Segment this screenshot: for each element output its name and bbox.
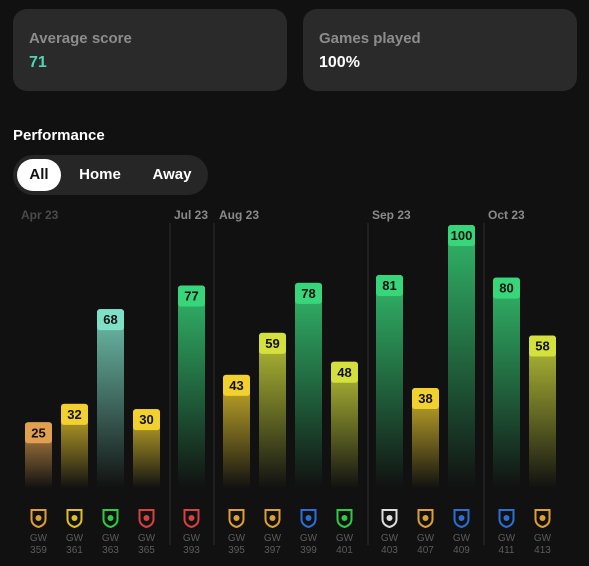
gameweek-label: GW [138,533,156,544]
gameweek-label: GW [300,533,318,544]
gameweek-number: 411 [499,545,515,556]
club-g-logo-icon [453,509,470,529]
month-label: Jul 23 [174,208,208,222]
month-label: Apr 23 [21,208,59,222]
gameweek-label: GW [417,533,435,544]
club-shield-icon [66,509,83,529]
performance-bar[interactable] [61,403,88,488]
performance-filter: All Home Away [13,155,208,195]
score-pill [529,335,556,357]
club-crest-icon [264,509,281,529]
score-label: 48 [337,365,351,380]
gameweek-number: 393 [183,545,200,556]
score-label: 58 [535,338,549,353]
gameweek-number: 361 [66,545,83,556]
score-label: 38 [418,391,432,406]
gameweek-label: GW [336,533,354,544]
gameweek-number: 397 [264,545,281,556]
gameweek-label: GW [264,533,282,544]
gameweek-number: 399 [300,545,317,556]
gameweek-label: GW [66,533,84,544]
club-round-logo-icon [498,509,515,529]
club-round-logo-icon [300,509,317,529]
club-badge-icon [138,509,155,529]
score-pill [448,225,475,246]
club-striped-icon [381,509,398,529]
score-label: 68 [103,312,117,327]
score-label: 77 [184,288,198,303]
games-played-card: Games played 100% [303,9,577,91]
club-crest-icon [534,509,551,529]
gameweek-number: 365 [138,545,155,556]
score-pill [133,409,160,431]
score-pill [295,282,322,304]
score-pill [493,277,520,299]
score-pill [331,361,358,383]
filter-all-button[interactable]: All [17,159,61,191]
performance-bar[interactable] [178,285,205,488]
average-score-label: Average score [29,30,132,47]
average-score-card: Average score 71 [13,9,287,91]
score-pill [223,374,250,396]
performance-bar[interactable] [529,335,556,488]
score-pill [25,422,52,444]
score-pill [412,388,439,410]
score-pill [178,285,205,307]
club-crest-icon [30,509,47,529]
gameweek-number: 363 [102,545,119,556]
score-pill [259,332,286,354]
performance-bar[interactable] [412,388,439,488]
month-label: Oct 23 [488,208,525,222]
gameweek-label: GW [498,533,516,544]
score-label: 80 [499,281,513,296]
gameweek-number: 413 [534,545,551,556]
performance-chart: Apr 23 Jul 23 Aug 23 Sep 23 Oct 2325GW35932G… [21,208,556,556]
gameweek-number: 407 [417,545,434,556]
score-label: 25 [31,425,45,440]
score-pill [61,403,88,425]
gameweek-label: GW [453,533,471,544]
gameweek-label: GW [381,533,399,544]
club-badge-icon [183,509,200,529]
performance-bar[interactable] [97,309,124,488]
games-played-label: Games played [319,30,421,47]
score-label: 78 [301,286,315,301]
month-label: Aug 23 [219,208,259,222]
gameweek-number: 409 [453,545,470,556]
performance-bar[interactable] [448,225,475,488]
performance-bar[interactable] [376,274,403,488]
performance-bar[interactable] [259,332,286,488]
month-label: Sep 23 [372,208,411,222]
performance-bar[interactable] [223,374,250,488]
gameweek-label: GW [183,533,201,544]
score-label: 43 [229,378,243,393]
filter-home-button[interactable]: Home [79,166,121,183]
games-played-value: 100% [319,54,360,71]
gameweek-label: GW [30,533,48,544]
performance-bar[interactable] [295,282,322,488]
performance-bar[interactable] [331,361,358,488]
score-pill [97,309,124,331]
gameweek-number: 359 [30,545,47,556]
score-label: 100 [451,228,473,243]
score-label: 30 [139,412,153,427]
performance-title: Performance [13,127,105,144]
score-pill [376,274,403,296]
score-label: 81 [382,278,396,293]
club-crest-icon [417,509,434,529]
score-label: 32 [67,407,81,422]
gameweek-number: 403 [381,545,398,556]
gameweek-label: GW [534,533,552,544]
average-score-value: 71 [29,54,47,71]
club-crest-icon [228,509,245,529]
filter-away-button[interactable]: Away [152,166,192,183]
score-label: 59 [265,336,279,351]
performance-bar[interactable] [493,277,520,488]
gameweek-number: 395 [228,545,245,556]
gameweek-label: GW [102,533,120,544]
gameweek-number: 401 [336,545,353,556]
gameweek-label: GW [228,533,246,544]
club-c-logo-icon [102,509,119,529]
club-c-logo-icon [336,509,353,529]
